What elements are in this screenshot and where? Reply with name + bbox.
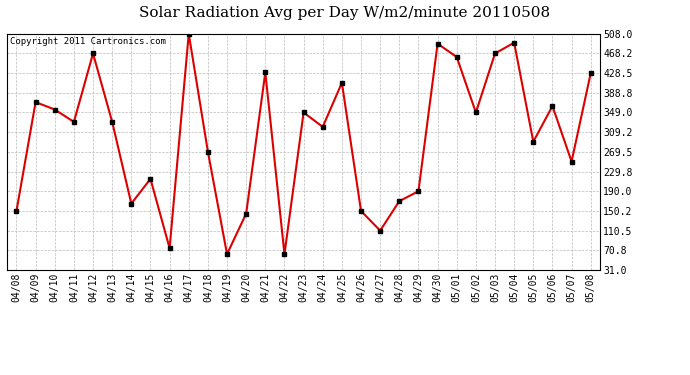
Text: Solar Radiation Avg per Day W/m2/minute 20110508: Solar Radiation Avg per Day W/m2/minute … (139, 6, 551, 20)
Text: Copyright 2011 Cartronics.com: Copyright 2011 Cartronics.com (10, 37, 166, 46)
